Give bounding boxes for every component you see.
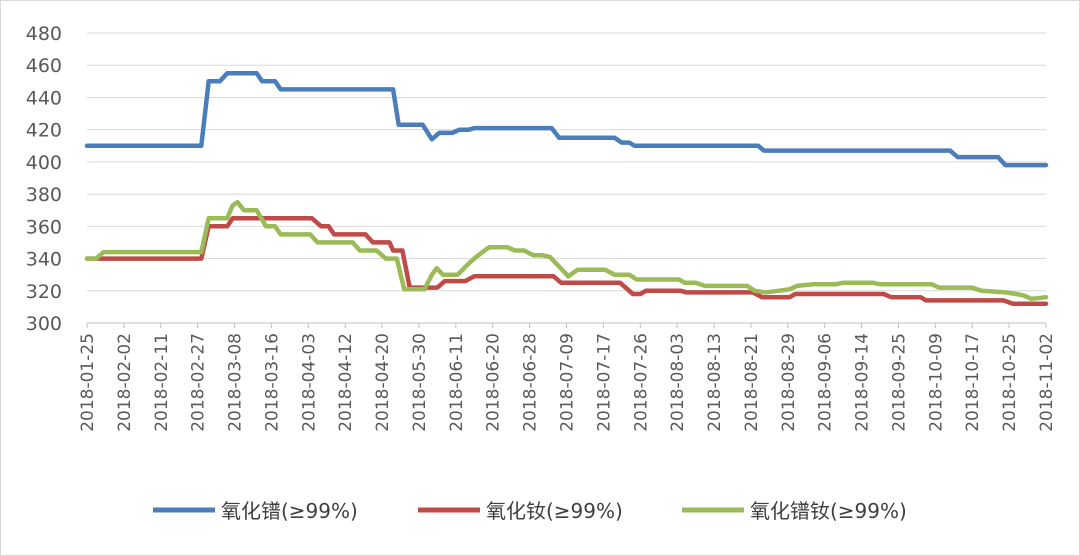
watermark: 大数跨境 <box>10 515 130 549</box>
x-tick-label: 2018-10-25 <box>1000 333 1020 432</box>
x-tick-label: 2018-08-29 <box>779 333 799 432</box>
watermark-text: 大数跨境 <box>50 525 130 549</box>
series-line-3 <box>84 199 1049 302</box>
x-tick-label: 2018-03-16 <box>262 333 282 432</box>
x-tick-label: 2018-04-12 <box>336 333 356 432</box>
series-lines <box>84 71 1049 306</box>
x-axis-ticks: 2018-01-25 2018-02-02 2018-02-11 2018-02-27… <box>78 323 1057 432</box>
x-tick-label: 2018-07-17 <box>594 333 614 432</box>
x-tick-label: 2018-06-28 <box>521 333 541 432</box>
x-tick-label: 2018-02-27 <box>189 333 209 432</box>
legend-label-3: 氧化镨钕(≥99%) <box>750 499 907 523</box>
x-tick-label: 2018-02-02 <box>115 333 135 432</box>
y-axis-ticks: 300 320 340 360 380 400 420 440 460 480 <box>26 23 62 335</box>
legend-label-1: 氧化镨(≥99%) <box>221 499 358 523</box>
x-tick-label: 2018-11-02 <box>1037 333 1057 432</box>
x-tick-label: 2018-05-30 <box>410 333 430 432</box>
legend-label-2: 氧化钕(≥99%) <box>486 499 623 523</box>
y-tick-label: 440 <box>26 87 62 109</box>
brand-logo-icon <box>10 515 45 537</box>
x-tick-label: 2018-06-20 <box>484 333 504 432</box>
gridlines <box>87 32 1046 324</box>
x-tick-label: 2018-08-21 <box>742 333 762 432</box>
x-tick-label: 2018-03-08 <box>226 333 246 432</box>
y-tick-label: 360 <box>26 216 62 238</box>
x-tick-label: 2018-04-20 <box>373 333 393 432</box>
x-tick-label: 2018-10-09 <box>926 333 946 432</box>
legend: 氧化镨(≥99%) 氧化钕(≥99%) 氧化镨钕(≥99%) <box>153 499 907 523</box>
y-tick-label: 460 <box>26 55 62 77</box>
y-tick-label: 400 <box>26 152 62 174</box>
x-tick-label: 2018-08-03 <box>668 333 688 432</box>
x-tick-label: 2018-04-03 <box>299 333 319 432</box>
x-tick-label: 2018-08-13 <box>705 333 725 432</box>
y-tick-label: 320 <box>26 281 62 303</box>
series-line-2 <box>84 216 1049 306</box>
y-tick-label: 380 <box>26 184 62 206</box>
x-tick-label: 2018-09-25 <box>889 333 909 432</box>
x-tick-label: 2018-07-26 <box>631 333 651 432</box>
y-tick-label: 300 <box>26 313 62 335</box>
x-tick-label: 2018-09-06 <box>816 333 836 432</box>
x-tick-label: 2018-07-09 <box>558 333 578 432</box>
y-tick-label: 480 <box>26 23 62 45</box>
series-line-1 <box>84 71 1049 168</box>
y-tick-label: 340 <box>26 249 62 271</box>
x-tick-label: 2018-09-14 <box>853 333 873 432</box>
x-tick-label: 2018-06-11 <box>447 333 467 432</box>
x-tick-label: 2018-01-25 <box>78 333 98 432</box>
x-tick-label: 2018-10-17 <box>963 333 983 432</box>
x-tick-label: 2018-02-11 <box>152 333 172 432</box>
y-tick-label: 420 <box>26 120 62 142</box>
